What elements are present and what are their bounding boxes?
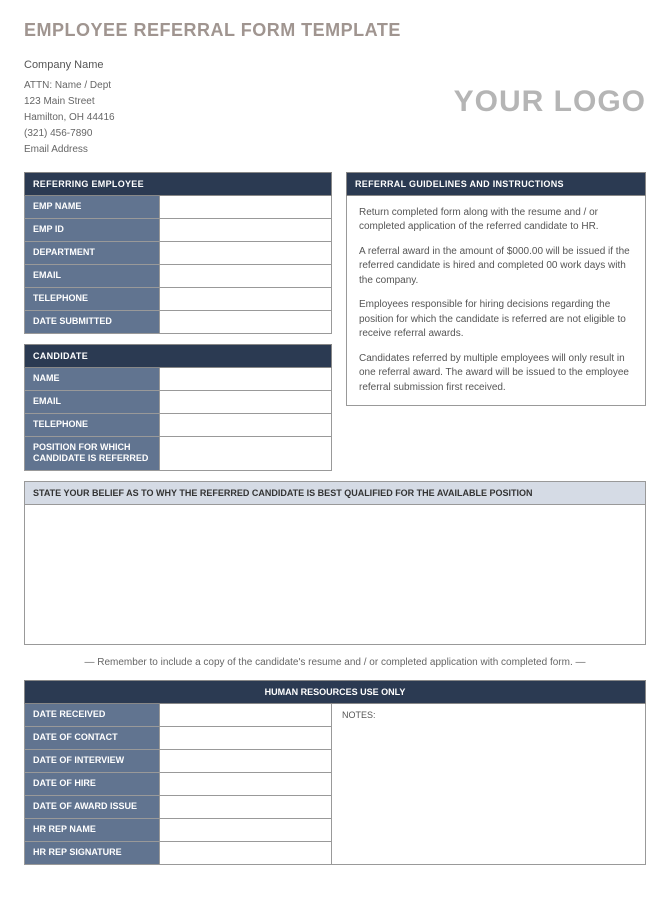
date-received-input[interactable] bbox=[160, 704, 331, 726]
field-label: EMP NAME bbox=[25, 196, 160, 218]
field-label: DATE OF INTERVIEW bbox=[25, 750, 160, 772]
field-row: HR REP SIGNATURE bbox=[24, 842, 332, 865]
field-label: EMP ID bbox=[25, 219, 160, 241]
guideline-paragraph: A referral award in the amount of $000.0… bbox=[359, 245, 633, 289]
field-label: TELEPHONE bbox=[25, 414, 160, 436]
field-label: TELEPHONE bbox=[25, 288, 160, 310]
belief-header: STATE YOUR BELIEF AS TO WHY THE REFERRED… bbox=[24, 481, 646, 505]
guidelines-header: REFERRAL GUIDELINES AND INSTRUCTIONS bbox=[346, 172, 646, 196]
field-label: DATE SUBMITTED bbox=[25, 311, 160, 333]
guideline-paragraph: Employees responsible for hiring decisio… bbox=[359, 298, 633, 342]
date-contact-input[interactable] bbox=[160, 727, 331, 749]
hr-left: DATE RECEIVED DATE OF CONTACT DATE OF IN… bbox=[24, 704, 332, 865]
field-row: DATE OF CONTACT bbox=[24, 727, 332, 750]
field-label: DATE OF HIRE bbox=[25, 773, 160, 795]
candidate-header: CANDIDATE bbox=[24, 344, 332, 368]
field-row: EMP NAME bbox=[24, 196, 332, 219]
field-row: EMAIL bbox=[24, 265, 332, 288]
header-row: Company Name ATTN: Name / Dept 123 Main … bbox=[24, 57, 646, 158]
field-row: DATE OF AWARD ISSUE bbox=[24, 796, 332, 819]
date-hire-input[interactable] bbox=[160, 773, 331, 795]
field-label: DEPARTMENT bbox=[25, 242, 160, 264]
company-city: Hamilton, OH 44416 bbox=[24, 110, 115, 126]
date-interview-input[interactable] bbox=[160, 750, 331, 772]
company-name: Company Name bbox=[24, 57, 115, 75]
company-phone: (321) 456-7890 bbox=[24, 126, 115, 142]
company-email: Email Address bbox=[24, 142, 115, 158]
emp-name-input[interactable] bbox=[160, 196, 331, 218]
field-label: HR REP NAME bbox=[25, 819, 160, 841]
page-title: EMPLOYEE REFERRAL FORM TEMPLATE bbox=[24, 20, 646, 41]
field-label: HR REP SIGNATURE bbox=[25, 842, 160, 864]
page: EMPLOYEE REFERRAL FORM TEMPLATE Company … bbox=[0, 0, 670, 885]
field-row: DATE OF HIRE bbox=[24, 773, 332, 796]
field-row: POSITION FOR WHICH CANDIDATE IS REFERRED bbox=[24, 437, 332, 471]
candidate-email-input[interactable] bbox=[160, 391, 331, 413]
field-row: TELEPHONE bbox=[24, 288, 332, 311]
candidate-name-input[interactable] bbox=[160, 368, 331, 390]
notes-label: NOTES: bbox=[342, 710, 376, 720]
telephone-input[interactable] bbox=[160, 288, 331, 310]
field-row: EMP ID bbox=[24, 219, 332, 242]
candidate-telephone-input[interactable] bbox=[160, 414, 331, 436]
field-label: POSITION FOR WHICH CANDIDATE IS REFERRED bbox=[25, 437, 160, 470]
email-input[interactable] bbox=[160, 265, 331, 287]
field-row: EMAIL bbox=[24, 391, 332, 414]
right-column: REFERRAL GUIDELINES AND INSTRUCTIONS Ret… bbox=[346, 172, 646, 471]
field-row: DEPARTMENT bbox=[24, 242, 332, 265]
company-attn: ATTN: Name / Dept bbox=[24, 78, 115, 94]
logo-placeholder: YOUR LOGO bbox=[454, 85, 646, 119]
field-row: NAME bbox=[24, 368, 332, 391]
guideline-paragraph: Candidates referred by multiple employee… bbox=[359, 352, 633, 396]
field-label: EMAIL bbox=[25, 265, 160, 287]
referring-header: REFERRING EMPLOYEE bbox=[24, 172, 332, 196]
hr-rep-name-input[interactable] bbox=[160, 819, 331, 841]
two-column-layout: REFERRING EMPLOYEE EMP NAME EMP ID DEPAR… bbox=[24, 172, 646, 471]
field-row: TELEPHONE bbox=[24, 414, 332, 437]
field-label: DATE OF AWARD ISSUE bbox=[25, 796, 160, 818]
field-label: NAME bbox=[25, 368, 160, 390]
field-row: HR REP NAME bbox=[24, 819, 332, 842]
field-row: DATE SUBMITTED bbox=[24, 311, 332, 334]
field-row: DATE RECEIVED bbox=[24, 704, 332, 727]
field-label: DATE RECEIVED bbox=[25, 704, 160, 726]
hr-header: HUMAN RESOURCES USE ONLY bbox=[24, 680, 646, 704]
belief-textarea[interactable] bbox=[24, 505, 646, 645]
hr-rep-signature-input[interactable] bbox=[160, 842, 331, 864]
field-row: DATE OF INTERVIEW bbox=[24, 750, 332, 773]
hr-row: DATE RECEIVED DATE OF CONTACT DATE OF IN… bbox=[24, 704, 646, 865]
date-submitted-input[interactable] bbox=[160, 311, 331, 333]
candidate-position-input[interactable] bbox=[160, 437, 331, 470]
field-label: DATE OF CONTACT bbox=[25, 727, 160, 749]
company-info: Company Name ATTN: Name / Dept 123 Main … bbox=[24, 57, 115, 158]
guideline-paragraph: Return completed form along with the res… bbox=[359, 206, 633, 235]
left-column: REFERRING EMPLOYEE EMP NAME EMP ID DEPAR… bbox=[24, 172, 332, 471]
field-label: EMAIL bbox=[25, 391, 160, 413]
guidelines-box: Return completed form along with the res… bbox=[346, 196, 646, 407]
reminder-text: — Remember to include a copy of the cand… bbox=[24, 657, 646, 668]
hr-notes[interactable]: NOTES: bbox=[332, 704, 646, 865]
date-award-input[interactable] bbox=[160, 796, 331, 818]
emp-id-input[interactable] bbox=[160, 219, 331, 241]
company-street: 123 Main Street bbox=[24, 94, 115, 110]
department-input[interactable] bbox=[160, 242, 331, 264]
